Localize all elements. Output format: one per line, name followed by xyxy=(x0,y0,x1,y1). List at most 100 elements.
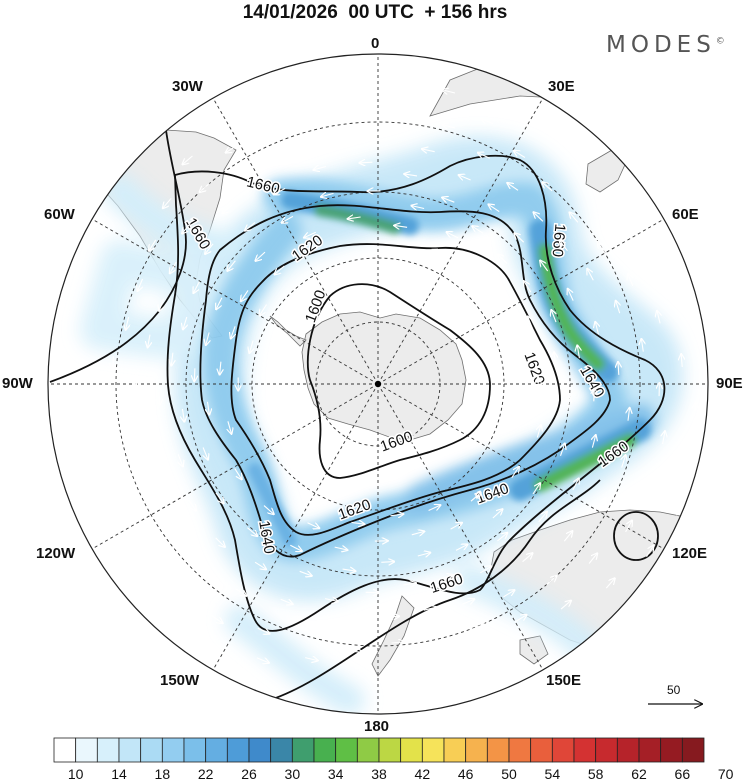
wind-arrow xyxy=(200,183,210,193)
wind-arrow xyxy=(249,340,253,354)
wind-arrow xyxy=(440,575,453,579)
modes-logo: MODES© xyxy=(606,32,725,58)
wind-arrow xyxy=(404,174,418,176)
colorbar-cell xyxy=(681,737,705,763)
wind-arrow xyxy=(450,523,462,530)
wind-arrow xyxy=(139,553,148,564)
wind-arrow xyxy=(303,630,317,633)
wind-arrow xyxy=(207,647,219,655)
colorbar-cell xyxy=(421,737,445,763)
wind-arrow xyxy=(124,590,134,601)
colorbar-tick-label: 66 xyxy=(674,766,691,782)
reference-vector-value: 50 xyxy=(667,683,681,697)
colorbar-cell xyxy=(530,737,553,763)
wind-arrow xyxy=(342,569,356,571)
wind-arrow xyxy=(532,483,540,495)
wind-arrow xyxy=(400,104,414,105)
colorbar-cell xyxy=(118,737,142,763)
wind-arrow xyxy=(462,599,474,604)
wind-arrow xyxy=(138,278,143,291)
colorbar-cell xyxy=(660,737,683,763)
wind-arrow xyxy=(681,354,682,368)
colorbar-cell xyxy=(161,737,185,763)
wind-arrow xyxy=(628,408,630,421)
contour-1620 xyxy=(230,243,561,536)
colorbar-tick-label: 30 xyxy=(284,766,301,782)
colorbar-tick-label: 18 xyxy=(154,766,171,782)
colorbar-cell xyxy=(270,737,293,763)
lon-label-90e: 90E xyxy=(716,375,743,392)
colorbar-tick-label: 38 xyxy=(371,766,387,782)
wind-arrow xyxy=(347,60,360,61)
colorbar-cell xyxy=(313,737,337,763)
wind-arrow xyxy=(331,129,345,131)
wind-arrow xyxy=(618,362,619,375)
wind-arrow xyxy=(497,533,507,542)
colorbar-cell xyxy=(335,737,358,763)
wind-arrow xyxy=(183,155,193,164)
lon-label-30e: 30E xyxy=(548,78,575,95)
contour-label: 1660 xyxy=(549,223,569,258)
wind-arrow xyxy=(381,562,394,563)
wind-arrow xyxy=(304,231,317,237)
wind-arrow xyxy=(417,553,431,556)
colorbar-cell xyxy=(183,737,207,763)
wind-arrow xyxy=(488,204,500,213)
wind-arrow xyxy=(163,197,172,208)
wind-arrow xyxy=(307,522,320,528)
wind-arrow xyxy=(616,301,620,314)
map-boundary xyxy=(47,53,709,715)
wind-arrow xyxy=(205,243,214,254)
wind-arrow xyxy=(211,115,223,123)
wind-arrow xyxy=(677,503,682,516)
wind-arrow xyxy=(159,298,164,311)
brand-name: MODES xyxy=(606,32,716,58)
wind-arrow xyxy=(588,553,597,564)
lon-label-30w: 30W xyxy=(172,78,203,95)
wind-arrow xyxy=(514,151,526,158)
wind-arrow xyxy=(492,509,503,519)
wind-arrow xyxy=(149,239,157,251)
wind-arrow xyxy=(511,467,519,479)
wind-arrow xyxy=(256,658,269,663)
wind-arrow xyxy=(351,522,365,524)
polar-map: 1600 1600 1620 1620 1620 1640 1640 1640 … xyxy=(47,53,709,715)
wind-arrow xyxy=(447,232,459,239)
wind-arrow xyxy=(500,288,508,299)
colorbar-cell xyxy=(551,737,575,763)
wind-arrow xyxy=(296,65,309,68)
wind-arrow xyxy=(422,149,435,152)
wind-arrow xyxy=(411,531,425,534)
wind-arrow xyxy=(474,261,485,270)
colorbar-tick-label: 26 xyxy=(241,766,257,782)
wind-arrow xyxy=(208,401,210,415)
wind-arrow xyxy=(560,601,571,610)
wind-arrow xyxy=(182,223,191,233)
wind-arrow xyxy=(480,566,491,574)
wind-arrow xyxy=(274,188,286,195)
wind-arrow xyxy=(305,97,319,100)
wind-arrow xyxy=(89,446,92,459)
wind-arrow xyxy=(514,233,525,243)
wind-arrow xyxy=(442,198,455,203)
lon-label-0: 0 xyxy=(371,35,380,52)
wind-arrow xyxy=(211,615,223,623)
wind-arrow xyxy=(423,607,437,610)
wind-arrow xyxy=(215,537,225,547)
wind-arrow xyxy=(226,145,237,153)
colorbar-cell xyxy=(75,737,98,763)
wind-arrow xyxy=(228,421,232,434)
wind-arrow xyxy=(234,468,242,479)
wind-arrow xyxy=(193,281,200,294)
wind-arrow xyxy=(321,193,334,196)
lon-label-180: 180 xyxy=(364,718,390,735)
wind-arrow xyxy=(516,337,520,350)
colorbar-tick-label: 42 xyxy=(414,766,431,782)
colorbar-tick-label: 46 xyxy=(457,766,474,782)
wind-arrow xyxy=(194,564,204,573)
antarctica xyxy=(301,311,467,441)
wind-arrow xyxy=(334,547,348,550)
wind-arrow xyxy=(249,84,262,89)
wind-arrow xyxy=(651,479,656,492)
colorbar-cell xyxy=(443,737,467,763)
